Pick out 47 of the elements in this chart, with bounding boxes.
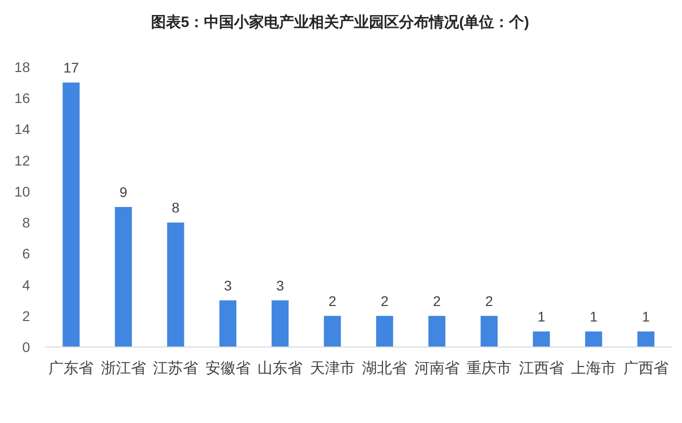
x-tick-label: 浙江省	[100, 360, 146, 377]
data-label: 1	[537, 308, 546, 324]
y-tick-label: 0	[22, 339, 30, 355]
data-label: 3	[276, 277, 284, 294]
bar	[219, 300, 236, 347]
bar	[324, 316, 341, 347]
x-tick-label: 山东省	[258, 360, 303, 377]
data-label: 1	[590, 308, 598, 324]
bar	[585, 331, 602, 347]
data-label: 1	[642, 308, 650, 324]
data-label: 2	[432, 292, 441, 309]
data-label: 2	[485, 292, 494, 309]
y-tick-label: 8	[22, 214, 30, 231]
x-tick-label: 天津市	[310, 360, 355, 377]
bar	[428, 316, 446, 347]
y-tick-label: 10	[14, 183, 30, 200]
bar	[167, 222, 184, 347]
y-tick-label: 4	[22, 276, 30, 293]
data-label: 8	[172, 200, 180, 216]
y-tick-label: 2	[22, 308, 30, 324]
bar	[480, 316, 498, 347]
data-label: 3	[224, 277, 232, 294]
chart-title: 图表5：中国小家电产业相关产业园区分布情况(单位：个)	[150, 13, 530, 31]
y-tick-label: 12	[14, 152, 30, 168]
x-tick-label: 江苏省	[153, 360, 198, 377]
data-label: 9	[119, 184, 128, 200]
x-tick-label: 广东省	[48, 360, 94, 377]
y-tick-label: 18	[14, 59, 30, 75]
bar	[532, 331, 550, 347]
bar	[114, 207, 132, 347]
x-tick-label: 湖北省	[362, 360, 408, 377]
bar	[62, 82, 80, 347]
data-label: 17	[63, 60, 80, 76]
x-tick-label: 重庆市	[466, 360, 512, 377]
data-label: 2	[328, 292, 336, 309]
x-tick-label: 上海市	[571, 360, 616, 377]
y-tick-label: 14	[14, 121, 30, 138]
x-tick-label: 河南省	[414, 360, 460, 377]
x-tick-label: 江西省	[518, 360, 564, 377]
x-tick-label: 安徽省	[205, 360, 250, 377]
y-tick-label: 16	[14, 90, 30, 106]
data-label: 2	[380, 292, 389, 309]
bar	[637, 331, 654, 347]
bar	[376, 316, 394, 347]
bar	[272, 300, 289, 347]
y-tick-label: 6	[22, 246, 30, 262]
x-tick-label: 广西省	[623, 360, 668, 377]
